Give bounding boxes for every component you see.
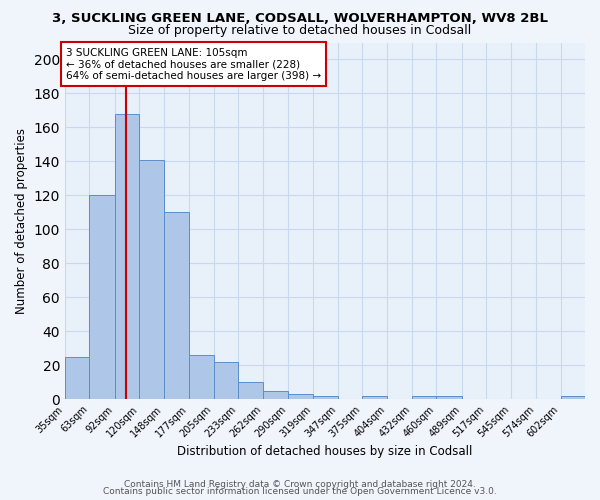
- Text: 3, SUCKLING GREEN LANE, CODSALL, WOLVERHAMPTON, WV8 2BL: 3, SUCKLING GREEN LANE, CODSALL, WOLVERH…: [52, 12, 548, 26]
- Text: Contains HM Land Registry data © Crown copyright and database right 2024.: Contains HM Land Registry data © Crown c…: [124, 480, 476, 489]
- Bar: [560, 396, 585, 399]
- Bar: [189, 355, 214, 399]
- Bar: [115, 114, 139, 399]
- Bar: [65, 356, 89, 399]
- Bar: [362, 396, 388, 399]
- Bar: [436, 396, 462, 399]
- Bar: [238, 382, 263, 399]
- Bar: [288, 394, 313, 399]
- X-axis label: Distribution of detached houses by size in Codsall: Distribution of detached houses by size …: [177, 444, 473, 458]
- Bar: [139, 160, 164, 399]
- Bar: [313, 396, 338, 399]
- Text: 3 SUCKLING GREEN LANE: 105sqm
← 36% of detached houses are smaller (228)
64% of : 3 SUCKLING GREEN LANE: 105sqm ← 36% of d…: [66, 48, 321, 81]
- Bar: [164, 212, 189, 399]
- Text: Contains public sector information licensed under the Open Government Licence v3: Contains public sector information licen…: [103, 487, 497, 496]
- Bar: [214, 362, 238, 399]
- Bar: [89, 196, 115, 399]
- Y-axis label: Number of detached properties: Number of detached properties: [15, 128, 28, 314]
- Bar: [263, 390, 288, 399]
- Bar: [412, 396, 436, 399]
- Text: Size of property relative to detached houses in Codsall: Size of property relative to detached ho…: [128, 24, 472, 37]
